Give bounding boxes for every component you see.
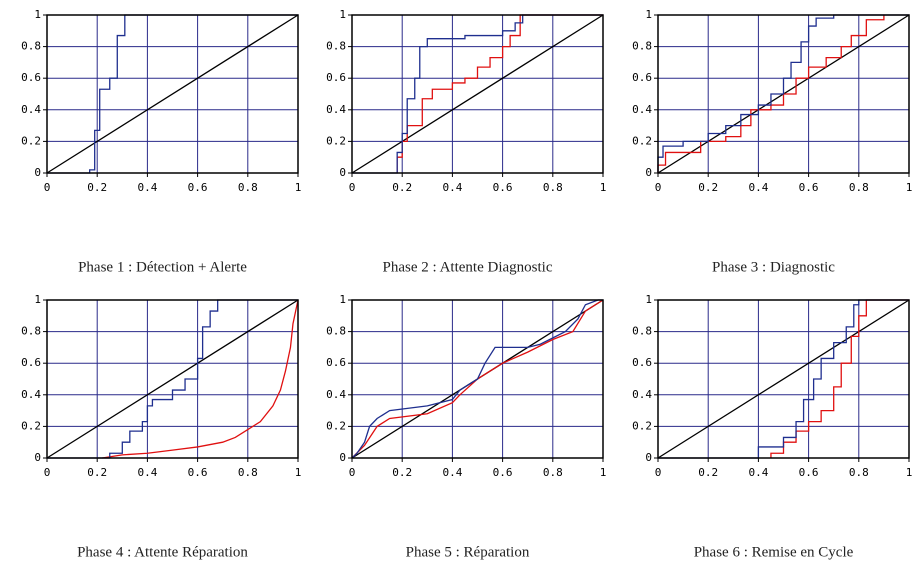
data-line: [47, 299, 298, 459]
y-tick-label: 0: [645, 166, 652, 179]
x-tick-label: 0: [44, 181, 51, 194]
y-tick-label: 0.4: [21, 103, 41, 116]
y-tick-label: 0.2: [21, 419, 41, 432]
y-tick-label: 0.6: [21, 356, 41, 369]
y-tick-label: 1: [34, 293, 41, 306]
data-line: [47, 14, 298, 174]
y-tick-label: 1: [339, 293, 346, 306]
plot-frame: [351, 14, 604, 174]
x-tick-label: 0.8: [543, 181, 563, 194]
x-tick-label: 0.8: [849, 181, 869, 194]
y-tick-label: 0.6: [632, 71, 652, 84]
x-tick-label: 0.2: [87, 181, 107, 194]
y-tick-label: 0.8: [326, 40, 346, 53]
y-tick-label: 0.2: [632, 134, 652, 147]
x-tick-label: 0.6: [188, 466, 208, 479]
y-tick-label: 0.6: [632, 356, 652, 369]
x-tick-label: 0.4: [442, 181, 462, 194]
x-tick-label: 1: [600, 466, 607, 479]
y-tick-label: 0.8: [632, 40, 652, 53]
data-line: [351, 14, 604, 174]
caption: Phase 1 : Détection + Alerte: [78, 259, 247, 275]
x-tick-label: 0.4: [137, 466, 157, 479]
y-tick-label: 0.2: [326, 419, 346, 432]
caption: Phase 5 : Réparation: [406, 544, 530, 560]
plot-frame: [657, 14, 910, 174]
y-tick-label: 0.2: [21, 134, 41, 147]
data-line: [46, 14, 299, 174]
x-tick-label: 0.4: [137, 181, 157, 194]
x-tick-label: 0: [655, 466, 662, 479]
x-tick-label: 0.4: [442, 466, 462, 479]
x-tick-label: 0.6: [799, 466, 819, 479]
data-line: [352, 14, 603, 174]
x-tick-label: 1: [600, 181, 607, 194]
y-tick-label: 0.8: [632, 325, 652, 338]
plot-frame: [46, 299, 299, 459]
y-tick-label: 0.8: [21, 40, 41, 53]
x-tick-label: 0.6: [493, 181, 513, 194]
caption: Phase 2 : Attente Diagnostic: [383, 259, 553, 275]
data-line: [658, 299, 909, 459]
x-tick-label: 0.4: [748, 181, 768, 194]
data-line: [396, 14, 603, 173]
data-line: [102, 299, 299, 459]
x-tick-label: 0.4: [748, 466, 768, 479]
x-tick-label: 0.2: [87, 466, 107, 479]
y-tick-label: 0.6: [326, 71, 346, 84]
y-tick-label: 0.2: [326, 134, 346, 147]
data-line: [770, 299, 909, 458]
x-tick-label: 0.8: [238, 181, 258, 194]
y-tick-label: 0.8: [21, 325, 41, 338]
x-tick-label: 0.2: [392, 181, 412, 194]
data-line: [657, 15, 885, 173]
y-tick-label: 0.4: [632, 388, 652, 401]
y-tick-label: 0.2: [632, 419, 652, 432]
data-line: [657, 14, 909, 173]
x-tick-label: 0: [655, 181, 662, 194]
data-line: [351, 299, 603, 459]
x-tick-label: 0: [44, 466, 51, 479]
y-tick-label: 0.4: [326, 103, 346, 116]
data-line: [657, 299, 910, 459]
caption: Phase 6 : Remise en Cycle: [694, 544, 854, 560]
x-tick-label: 0.8: [238, 466, 258, 479]
y-tick-label: 1: [339, 8, 346, 21]
x-tick-label: 0.6: [493, 466, 513, 479]
y-tick-label: 1: [34, 8, 41, 21]
x-tick-label: 0.6: [188, 181, 208, 194]
x-tick-label: 0.8: [849, 466, 869, 479]
y-tick-label: 0.6: [326, 356, 346, 369]
plot-frame: [46, 14, 299, 174]
y-tick-label: 0.4: [21, 388, 41, 401]
x-tick-label: 1: [906, 466, 913, 479]
caption: Phase 4 : Attente Réparation: [77, 544, 248, 560]
y-tick-label: 0: [34, 451, 41, 464]
y-tick-label: 0: [645, 451, 652, 464]
x-tick-label: 0: [349, 466, 356, 479]
data-line: [46, 299, 299, 459]
x-tick-label: 0.2: [698, 466, 718, 479]
y-tick-label: 0.4: [632, 103, 652, 116]
x-tick-label: 1: [906, 181, 913, 194]
x-tick-label: 0.8: [543, 466, 563, 479]
y-tick-label: 0: [34, 166, 41, 179]
y-tick-label: 1: [645, 8, 652, 21]
x-tick-label: 1: [295, 466, 302, 479]
y-tick-label: 0.8: [326, 325, 346, 338]
x-tick-label: 0.2: [698, 181, 718, 194]
x-tick-label: 0.2: [392, 466, 412, 479]
caption: Phase 3 : Diagnostic: [712, 259, 835, 275]
y-tick-label: 0: [339, 451, 346, 464]
x-tick-label: 0.6: [799, 181, 819, 194]
x-tick-label: 1: [295, 181, 302, 194]
y-tick-label: 0.6: [21, 71, 41, 84]
y-tick-label: 0.4: [326, 388, 346, 401]
plot-frame: [657, 299, 910, 459]
plot-frame: [351, 299, 604, 459]
y-tick-label: 0: [339, 166, 346, 179]
x-tick-label: 0: [349, 181, 356, 194]
y-tick-label: 1: [645, 293, 652, 306]
